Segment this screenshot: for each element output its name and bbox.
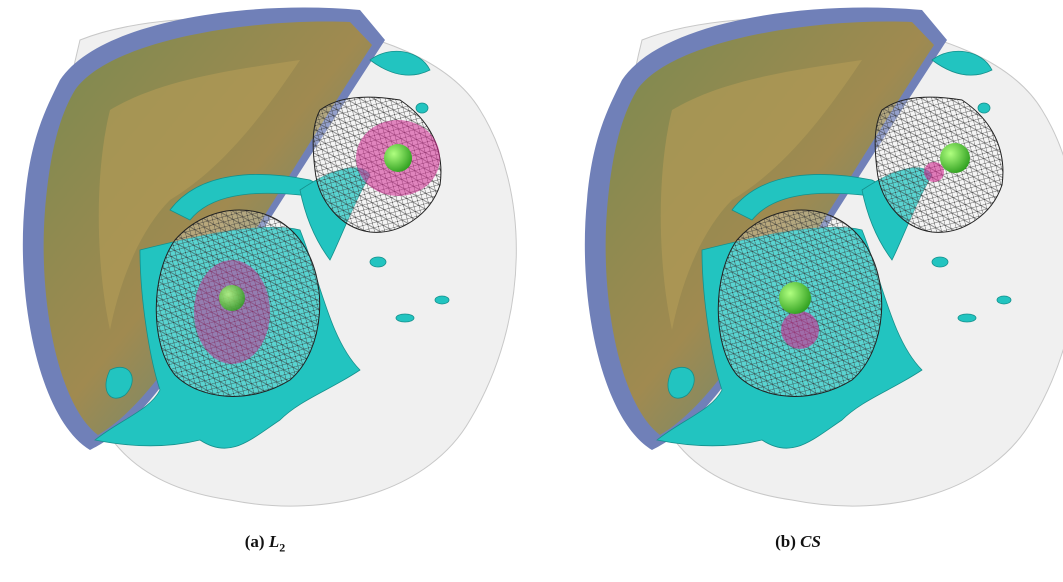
panel-caption: L — [268, 532, 280, 551]
panel-caption: CS — [800, 532, 821, 551]
panel-caption-subscript: 2 — [279, 540, 286, 555]
panel-label: (b) — [775, 532, 796, 551]
panel-a — [22, 7, 517, 507]
panel-b — [584, 7, 1063, 507]
caption-b: (b) CS — [698, 532, 898, 552]
renderings — [22, 7, 1063, 507]
panel-label: (a) — [244, 532, 265, 551]
caption-a: (a) L2 — [165, 532, 365, 555]
